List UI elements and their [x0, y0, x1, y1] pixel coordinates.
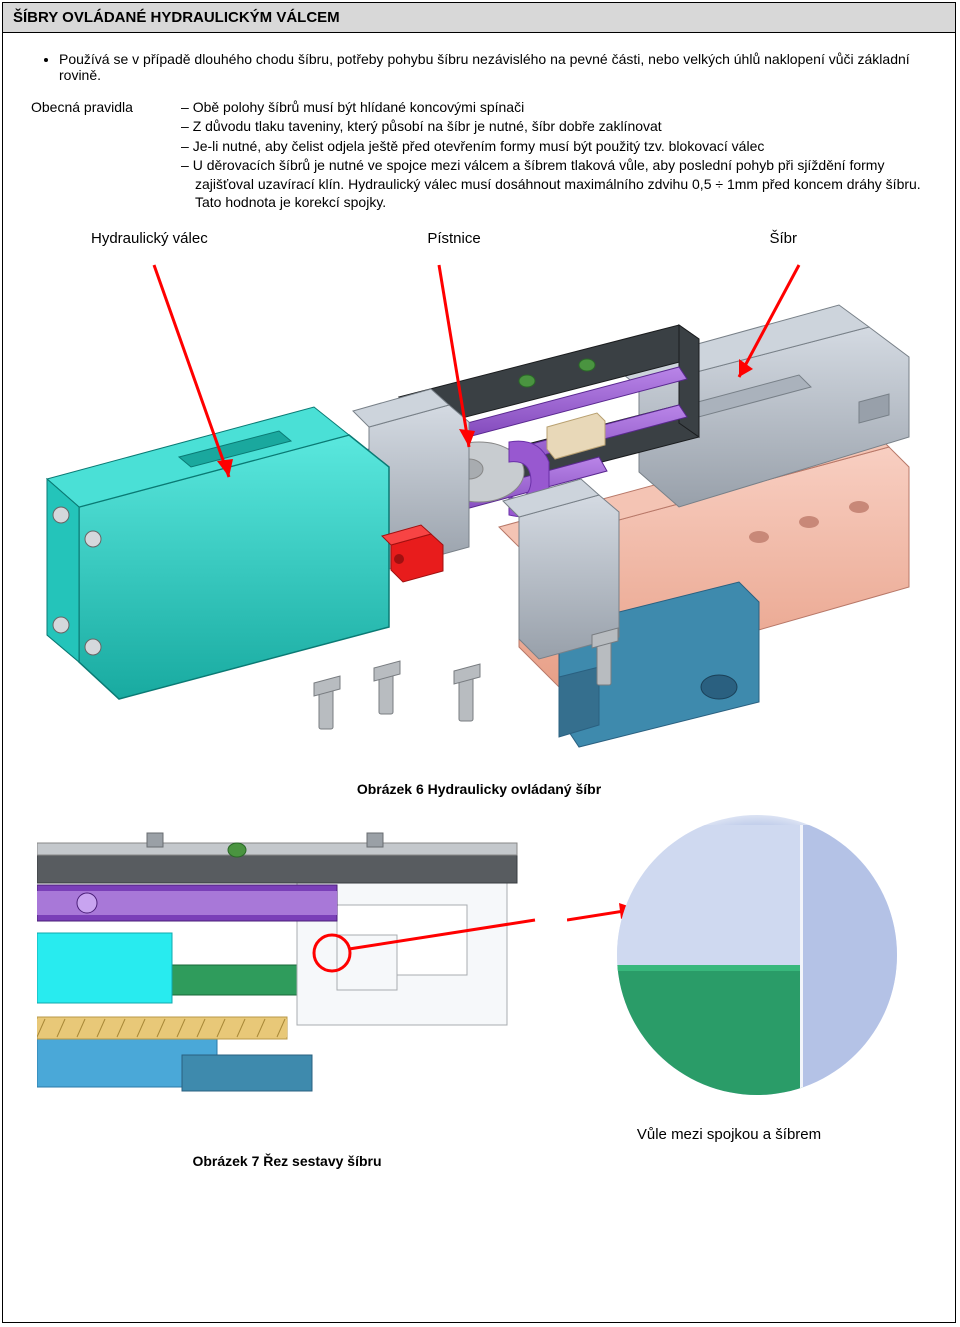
figure1-labels: Hydraulický válec Pístnice Šíbr: [31, 230, 927, 247]
figure2-right-svg: [567, 805, 947, 1105]
rule-item: – Je-li nutné, aby čelist odjela ještě p…: [181, 137, 927, 155]
content-area: Používá se v případě dlouhého chodu šíbr…: [3, 33, 955, 1181]
label-slider: Šíbr: [568, 230, 907, 247]
rule-item: – U děrovacích šíbrů je nutné ve spojce …: [181, 156, 927, 211]
rule-text: Obě polohy šíbrů musí být hlídané koncov…: [193, 99, 525, 115]
figure2-left: [37, 805, 537, 1105]
rule-text: U děrovacích šíbrů je nutné ve spojce me…: [193, 157, 921, 210]
rules-block: Obecná pravidla – Obě polohy šíbrů musí …: [31, 99, 927, 212]
rules-lead: Obecná pravidla: [31, 99, 133, 115]
label-hydraulic-cylinder: Hydraulický válec: [51, 230, 320, 247]
figure1: [39, 247, 919, 777]
rules-list: – Obě polohy šíbrů musí být hlídané konc…: [181, 98, 927, 212]
figure2-left-svg: [37, 805, 537, 1105]
document-page: ŠÍBRY OVLÁDANÉ HYDRAULICKÝM VÁLCEM Použí…: [2, 2, 956, 1323]
page-title: ŠÍBRY OVLÁDANÉ HYDRAULICKÝM VÁLCEM: [3, 3, 955, 33]
intro-list: Používá se v případě dlouhého chodu šíbr…: [59, 51, 927, 87]
figure2-right: [567, 805, 947, 1105]
rule-text: Je-li nutné, aby čelist odjela ještě pře…: [193, 138, 765, 154]
figure1-caption: Obrázek 6 Hydraulicky ovládaný šíbr: [31, 781, 927, 797]
label-piston-rod: Pístnice: [320, 230, 569, 247]
intro-bullet: Používá se v případě dlouhého chodu šíbr…: [59, 51, 927, 87]
rule-item: – Z důvodu tlaku taveniny, který působí …: [181, 117, 927, 135]
rule-text: Z důvodu tlaku taveniny, který působí na…: [193, 118, 662, 134]
figure1-svg: [39, 247, 919, 777]
rule-item: – Obě polohy šíbrů musí být hlídané konc…: [181, 98, 927, 116]
figure2: [31, 805, 927, 1135]
